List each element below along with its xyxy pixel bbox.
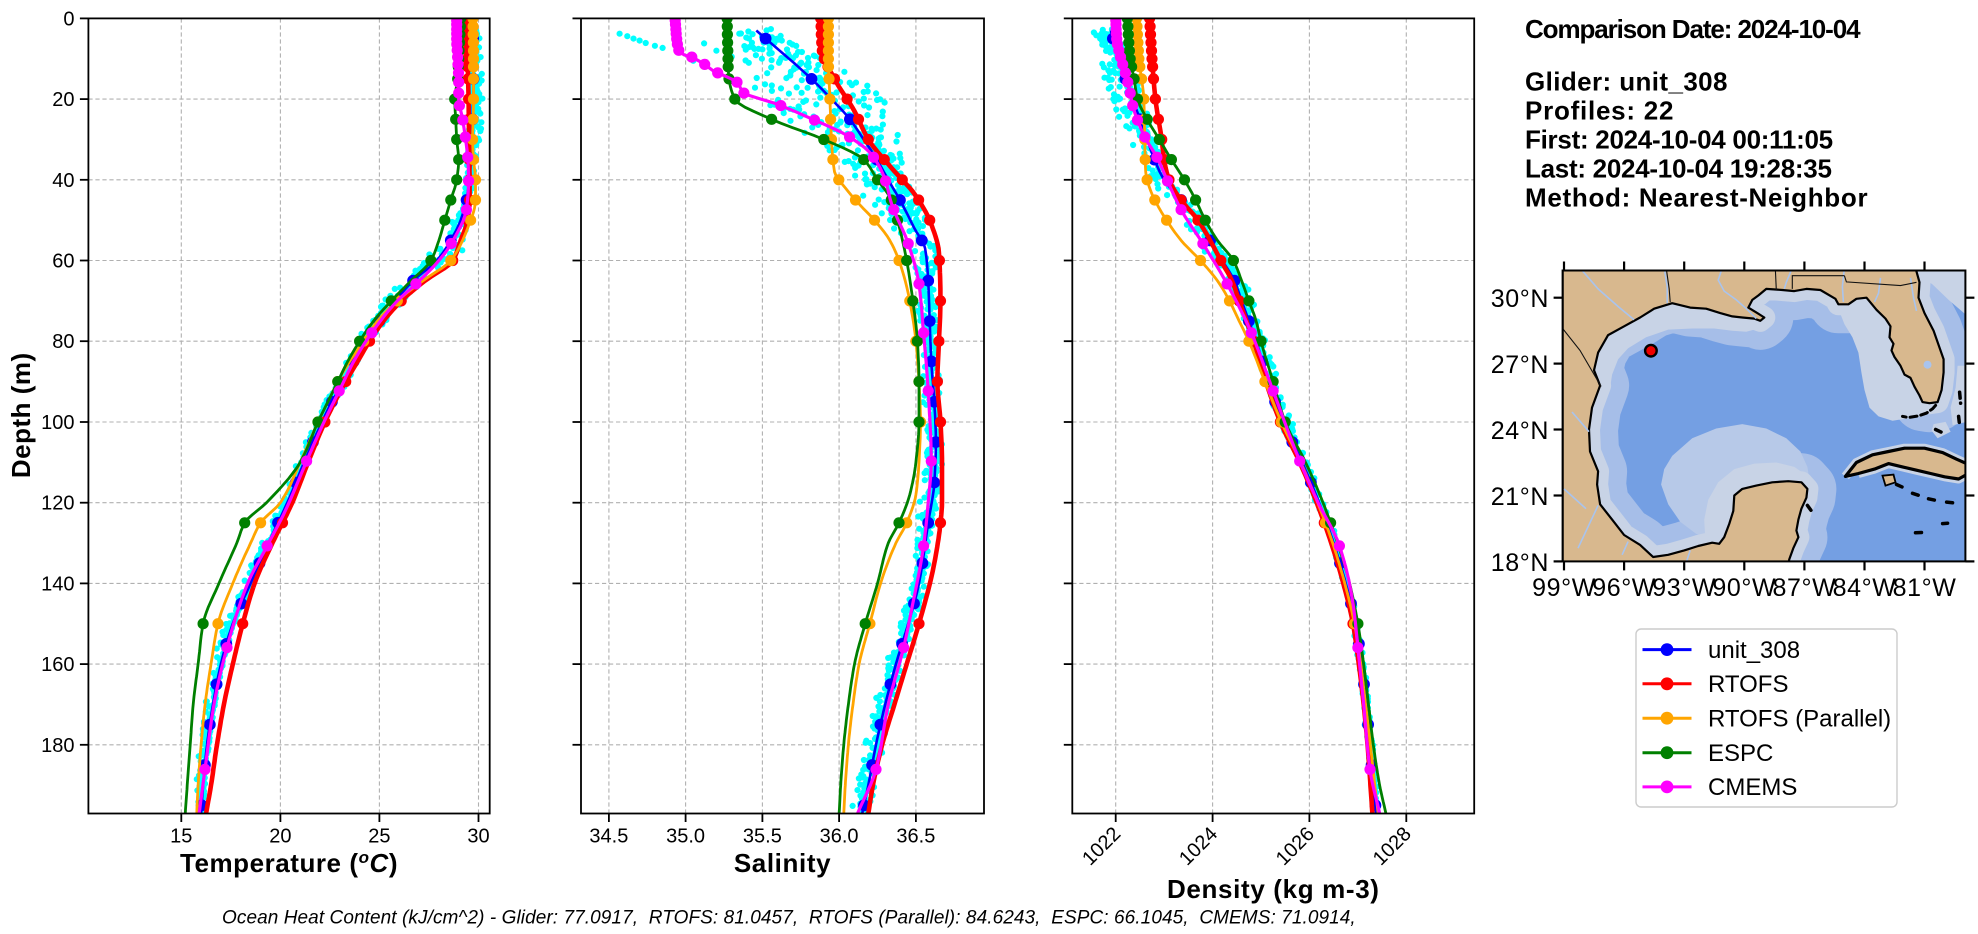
svg-text:80: 80 <box>52 331 74 353</box>
svg-text:90°W: 90°W <box>1712 574 1776 602</box>
svg-text:RTOFS (Parallel): RTOFS (Parallel) <box>1708 706 1891 733</box>
svg-text:20: 20 <box>269 826 291 848</box>
svg-text:Density (kg m-3): Density (kg m-3) <box>1167 874 1380 904</box>
svg-text:93°W: 93°W <box>1652 574 1716 602</box>
svg-text:140: 140 <box>41 573 74 595</box>
svg-text:84°W: 84°W <box>1833 574 1897 602</box>
svg-text:60: 60 <box>52 251 74 273</box>
svg-text:30: 30 <box>467 826 489 848</box>
svg-text:99°W: 99°W <box>1532 574 1596 602</box>
svg-text:180: 180 <box>41 735 74 757</box>
svg-text:Method: Nearest-Neighbor: Method: Nearest-Neighbor <box>1525 182 1868 212</box>
svg-text:CMEMS: CMEMS <box>1708 774 1797 801</box>
svg-text:Ocean Heat Content (kJ/cm^2) -: Ocean Heat Content (kJ/cm^2) - Glider: 7… <box>222 908 1356 929</box>
svg-text:96°W: 96°W <box>1592 574 1656 602</box>
svg-text:First: 2024-10-04 00:11:05: First: 2024-10-04 00:11:05 <box>1525 125 1833 155</box>
svg-text:Comparison Date: 2024-10-04: Comparison Date: 2024-10-04 <box>1525 14 1861 44</box>
svg-text:36.5: 36.5 <box>896 826 935 848</box>
svg-text:100: 100 <box>41 412 74 434</box>
svg-text:34.5: 34.5 <box>589 826 628 848</box>
svg-text:unit_308: unit_308 <box>1708 637 1800 664</box>
svg-text:25: 25 <box>368 826 390 848</box>
svg-text:Temperature (oC): Temperature (oC) <box>180 848 398 878</box>
svg-text:ESPC: ESPC <box>1708 740 1773 767</box>
svg-text:24°N: 24°N <box>1491 417 1549 445</box>
svg-text:40: 40 <box>52 170 74 192</box>
svg-text:21°N: 21°N <box>1491 483 1549 511</box>
svg-text:160: 160 <box>41 654 74 676</box>
svg-text:RTOFS: RTOFS <box>1708 671 1788 698</box>
svg-text:15: 15 <box>170 826 192 848</box>
svg-text:18°N: 18°N <box>1491 549 1549 577</box>
svg-text:Depth (m): Depth (m) <box>6 352 36 478</box>
svg-text:0: 0 <box>63 8 74 30</box>
svg-text:Profiles: 22: Profiles: 22 <box>1525 96 1674 126</box>
svg-text:35.0: 35.0 <box>666 826 705 848</box>
svg-text:Salinity: Salinity <box>734 848 831 878</box>
svg-text:120: 120 <box>41 493 74 515</box>
svg-text:87°W: 87°W <box>1772 574 1836 602</box>
svg-text:20: 20 <box>52 89 74 111</box>
svg-text:Last: 2024-10-04 19:28:35: Last: 2024-10-04 19:28:35 <box>1525 153 1832 183</box>
svg-text:30°N: 30°N <box>1491 285 1549 313</box>
svg-text:27°N: 27°N <box>1491 351 1549 379</box>
svg-text:81°W: 81°W <box>1893 574 1957 602</box>
svg-text:35.5: 35.5 <box>743 826 782 848</box>
svg-text:36.0: 36.0 <box>820 826 859 848</box>
svg-text:Glider: unit_308: Glider: unit_308 <box>1525 67 1728 97</box>
